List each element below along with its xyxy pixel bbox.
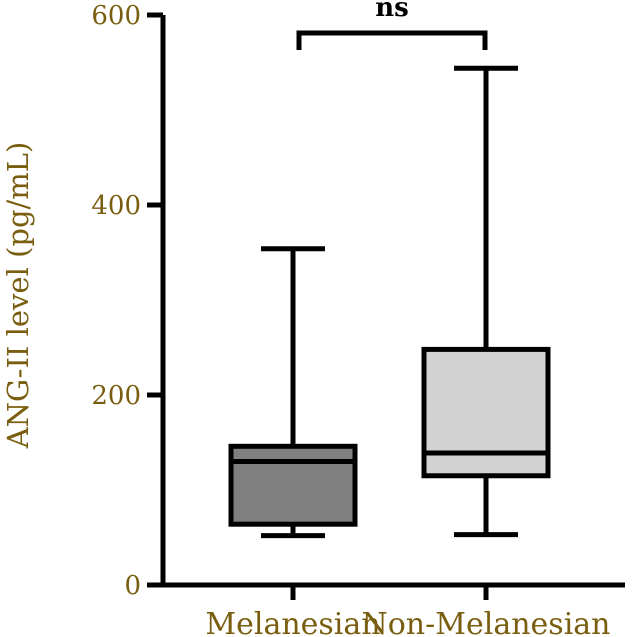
y-tick-label: 200 — [91, 381, 141, 411]
box-non-melanesian — [421, 346, 551, 479]
significance-label: ns — [375, 0, 409, 23]
x-category-label: Melanesian — [205, 607, 380, 637]
y-axis-title: ANG-II level (pg/mL) — [1, 142, 35, 450]
significance-bracket — [296, 30, 488, 50]
x-category-label: Non-Melanesian — [362, 607, 611, 637]
y-tick-label: 0 — [124, 571, 141, 601]
y-tick-label: 400 — [91, 191, 141, 221]
box-melanesian — [228, 443, 358, 527]
y-tick-label: 600 — [91, 1, 141, 31]
